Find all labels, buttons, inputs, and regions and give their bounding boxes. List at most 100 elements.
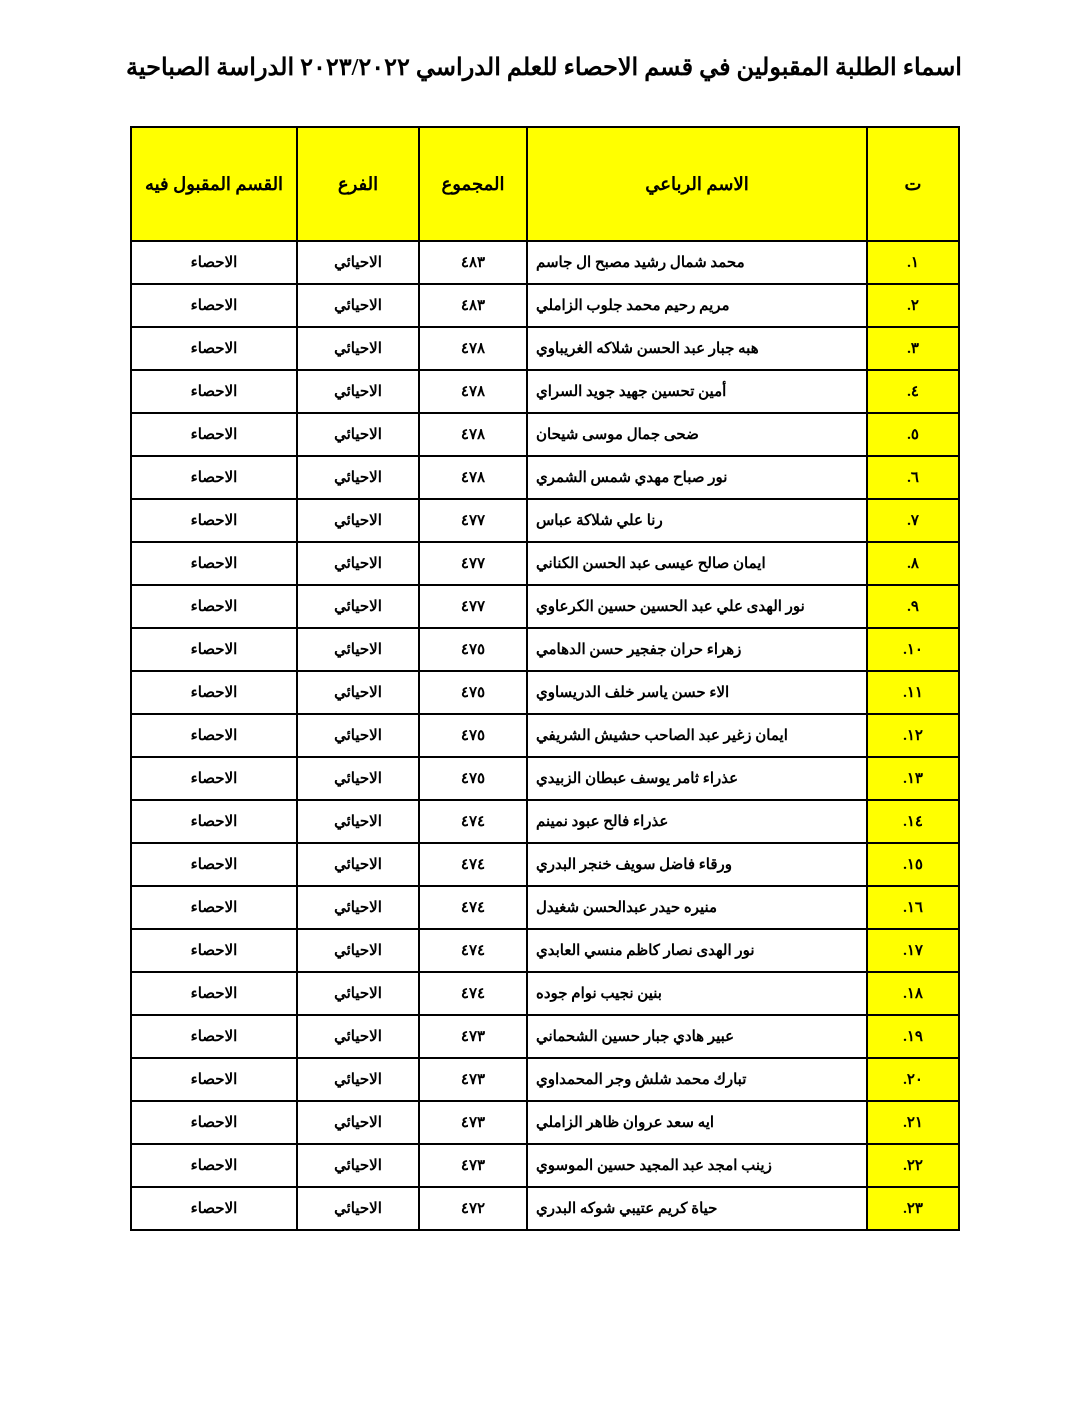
cell-total-score: ٤٧٢ [418, 1186, 528, 1231]
cell-department: الاحصاء [130, 541, 298, 586]
cell-branch: الاحيائي [296, 455, 420, 500]
cell-branch: الاحيائي [296, 1100, 420, 1145]
cell-student-name: زهراء حران جفجير حسن الدهامي [526, 627, 868, 672]
cell-total-score: ٤٧٣ [418, 1014, 528, 1059]
cell-total-score: ٤٨٣ [418, 240, 528, 285]
cell-branch: الاحيائي [296, 928, 420, 973]
cell-total-score: ٤٧٤ [418, 928, 528, 973]
cell-seq: ١٩. [866, 1014, 960, 1059]
table-row: ١٨. بنين نجيب نوام جوده ٤٧٤ الاحيائي الاحصاء [130, 971, 960, 1016]
cell-branch: الاحيائي [296, 713, 420, 758]
cell-branch: الاحيائي [296, 971, 420, 1016]
cell-seq: ١٧. [866, 928, 960, 973]
table-row: ٩. نور الهدى علي عبد الحسين حسين الكرعاوي… [130, 584, 960, 629]
cell-seq: ٧. [866, 498, 960, 543]
table-row: ١٤. عذراء فالح عبود نمينم ٤٧٤ الاحيائي الاحص… [130, 799, 960, 844]
cell-student-name: نور صباح مهدي شمس الشمري [526, 455, 868, 500]
cell-student-name: نور الهدى علي عبد الحسين حسين الكرعاوي [526, 584, 868, 629]
column-header-seq: ت [866, 126, 960, 242]
cell-student-name: زينب امجد عبد المجيد حسين الموسوي [526, 1143, 868, 1188]
cell-total-score: ٤٧٧ [418, 498, 528, 543]
roster-table-container: ت الاسم الرباعي المجموع الفرع القسم المق… [130, 126, 960, 1231]
accepted-students-table: ت الاسم الرباعي المجموع الفرع القسم المق… [130, 126, 960, 1231]
cell-student-name: ايمان زغير عبد الصاحب حشيش الشريفي [526, 713, 868, 758]
cell-department: الاحصاء [130, 412, 298, 457]
cell-total-score: ٤٧٤ [418, 842, 528, 887]
cell-total-score: ٤٧٨ [418, 412, 528, 457]
cell-department: الاحصاء [130, 885, 298, 930]
cell-seq: ٦. [866, 455, 960, 500]
table-row: ٥. ضحى جمال موسى شيحان ٤٧٨ الاحيائي الاحصاء [130, 412, 960, 457]
cell-department: الاحصاء [130, 240, 298, 285]
cell-branch: الاحيائي [296, 498, 420, 543]
cell-branch: الاحيائي [296, 412, 420, 457]
cell-student-name: نور الهدى نصار كاظم منسي العابدي [526, 928, 868, 973]
cell-total-score: ٤٧٥ [418, 756, 528, 801]
cell-seq: ٢٢. [866, 1143, 960, 1188]
cell-department: الاحصاء [130, 842, 298, 887]
cell-seq: ١٣. [866, 756, 960, 801]
table-row: ٢٢. زينب امجد عبد المجيد حسين الموسوي ٤٧٣ ا… [130, 1143, 960, 1188]
table-row: ١٥. ورقاء فاضل سويف خنجر البدري ٤٧٤ الاحيائ… [130, 842, 960, 887]
table-row: ٤. أمين تحسين جهيد جويد السراي ٤٧٨ الاحيائي… [130, 369, 960, 414]
table-row: ١١. الاء حسن ياسر خلف الدريساوي ٤٧٥ الاحيائ… [130, 670, 960, 715]
cell-department: الاحصاء [130, 928, 298, 973]
cell-total-score: ٤٧٨ [418, 369, 528, 414]
cell-department: الاحصاء [130, 713, 298, 758]
cell-seq: ١٢. [866, 713, 960, 758]
cell-seq: ٤. [866, 369, 960, 414]
cell-seq: ٣. [866, 326, 960, 371]
cell-total-score: ٤٧٥ [418, 713, 528, 758]
cell-total-score: ٤٨٣ [418, 283, 528, 328]
cell-department: الاحصاء [130, 584, 298, 629]
cell-student-name: عبير هادي جبار حسين الشحماني [526, 1014, 868, 1059]
cell-student-name: ايمان صالح عيسى عبد الحسن الكناني [526, 541, 868, 586]
cell-total-score: ٤٧٤ [418, 971, 528, 1016]
cell-seq: ١٨. [866, 971, 960, 1016]
cell-department: الاحصاء [130, 498, 298, 543]
table-row: ٢. مريم رحيم محمد جلوب الزاملي ٤٨٣ الاحيائي… [130, 283, 960, 328]
cell-seq: ١٠. [866, 627, 960, 672]
table-row: ٧. رنا علي شلاكة عباس ٤٧٧ الاحيائي الاحصاء [130, 498, 960, 543]
cell-student-name: ورقاء فاضل سويف خنجر البدري [526, 842, 868, 887]
cell-total-score: ٤٧٨ [418, 326, 528, 371]
cell-branch: الاحيائي [296, 584, 420, 629]
cell-department: الاحصاء [130, 799, 298, 844]
cell-seq: ١٤. [866, 799, 960, 844]
table-row: ١٩. عبير هادي جبار حسين الشحماني ٤٧٣ الاحيا… [130, 1014, 960, 1059]
cell-total-score: ٤٧٣ [418, 1057, 528, 1102]
cell-total-score: ٤٧٥ [418, 670, 528, 715]
cell-department: الاحصاء [130, 627, 298, 672]
cell-branch: الاحيائي [296, 885, 420, 930]
column-header-total: المجموع [418, 126, 528, 242]
cell-student-name: عذراء ثامر يوسف عبطان الزبيدي [526, 756, 868, 801]
cell-total-score: ٤٧٥ [418, 627, 528, 672]
cell-seq: ٨. [866, 541, 960, 586]
cell-branch: الاحيائي [296, 842, 420, 887]
cell-student-name: تبارك محمد شلش وجر المحمداوي [526, 1057, 868, 1102]
cell-branch: الاحيائي [296, 369, 420, 414]
cell-student-name: أمين تحسين جهيد جويد السراي [526, 369, 868, 414]
cell-branch: الاحيائي [296, 670, 420, 715]
table-row: ٢٣. حياة كريم عتيبي شوكه البدري ٤٧٢ الاحيائ… [130, 1186, 960, 1231]
cell-branch: الاحيائي [296, 627, 420, 672]
cell-branch: الاحيائي [296, 541, 420, 586]
cell-department: الاحصاء [130, 1057, 298, 1102]
cell-seq: ١٦. [866, 885, 960, 930]
cell-seq: ٥. [866, 412, 960, 457]
table-row: ١٦. منيره حيدر عبدالحسن شغيدل ٤٧٤ الاحيائي ا… [130, 885, 960, 930]
cell-student-name: مريم رحيم محمد جلوب الزاملي [526, 283, 868, 328]
table-row: ١٢. ايمان زغير عبد الصاحب حشيش الشريفي ٤٧٥… [130, 713, 960, 758]
table-row: ١٠. زهراء حران جفجير حسن الدهامي ٤٧٥ الاحيا… [130, 627, 960, 672]
cell-seq: ٩. [866, 584, 960, 629]
cell-branch: الاحيائي [296, 756, 420, 801]
cell-department: الاحصاء [130, 455, 298, 500]
cell-student-name: عذراء فالح عبود نمينم [526, 799, 868, 844]
cell-branch: الاحيائي [296, 1014, 420, 1059]
cell-department: الاحصاء [130, 1143, 298, 1188]
cell-department: الاحصاء [130, 283, 298, 328]
cell-student-name: ايه سعد عروان ظاهر الزاملي [526, 1100, 868, 1145]
table-row: ١. محمد شمال رشيد مصبح ال جاسم ٤٨٣ الاحيائي… [130, 240, 960, 285]
table-row: ٢٠. تبارك محمد شلش وجر المحمداوي ٤٧٣ الاحيا… [130, 1057, 960, 1102]
